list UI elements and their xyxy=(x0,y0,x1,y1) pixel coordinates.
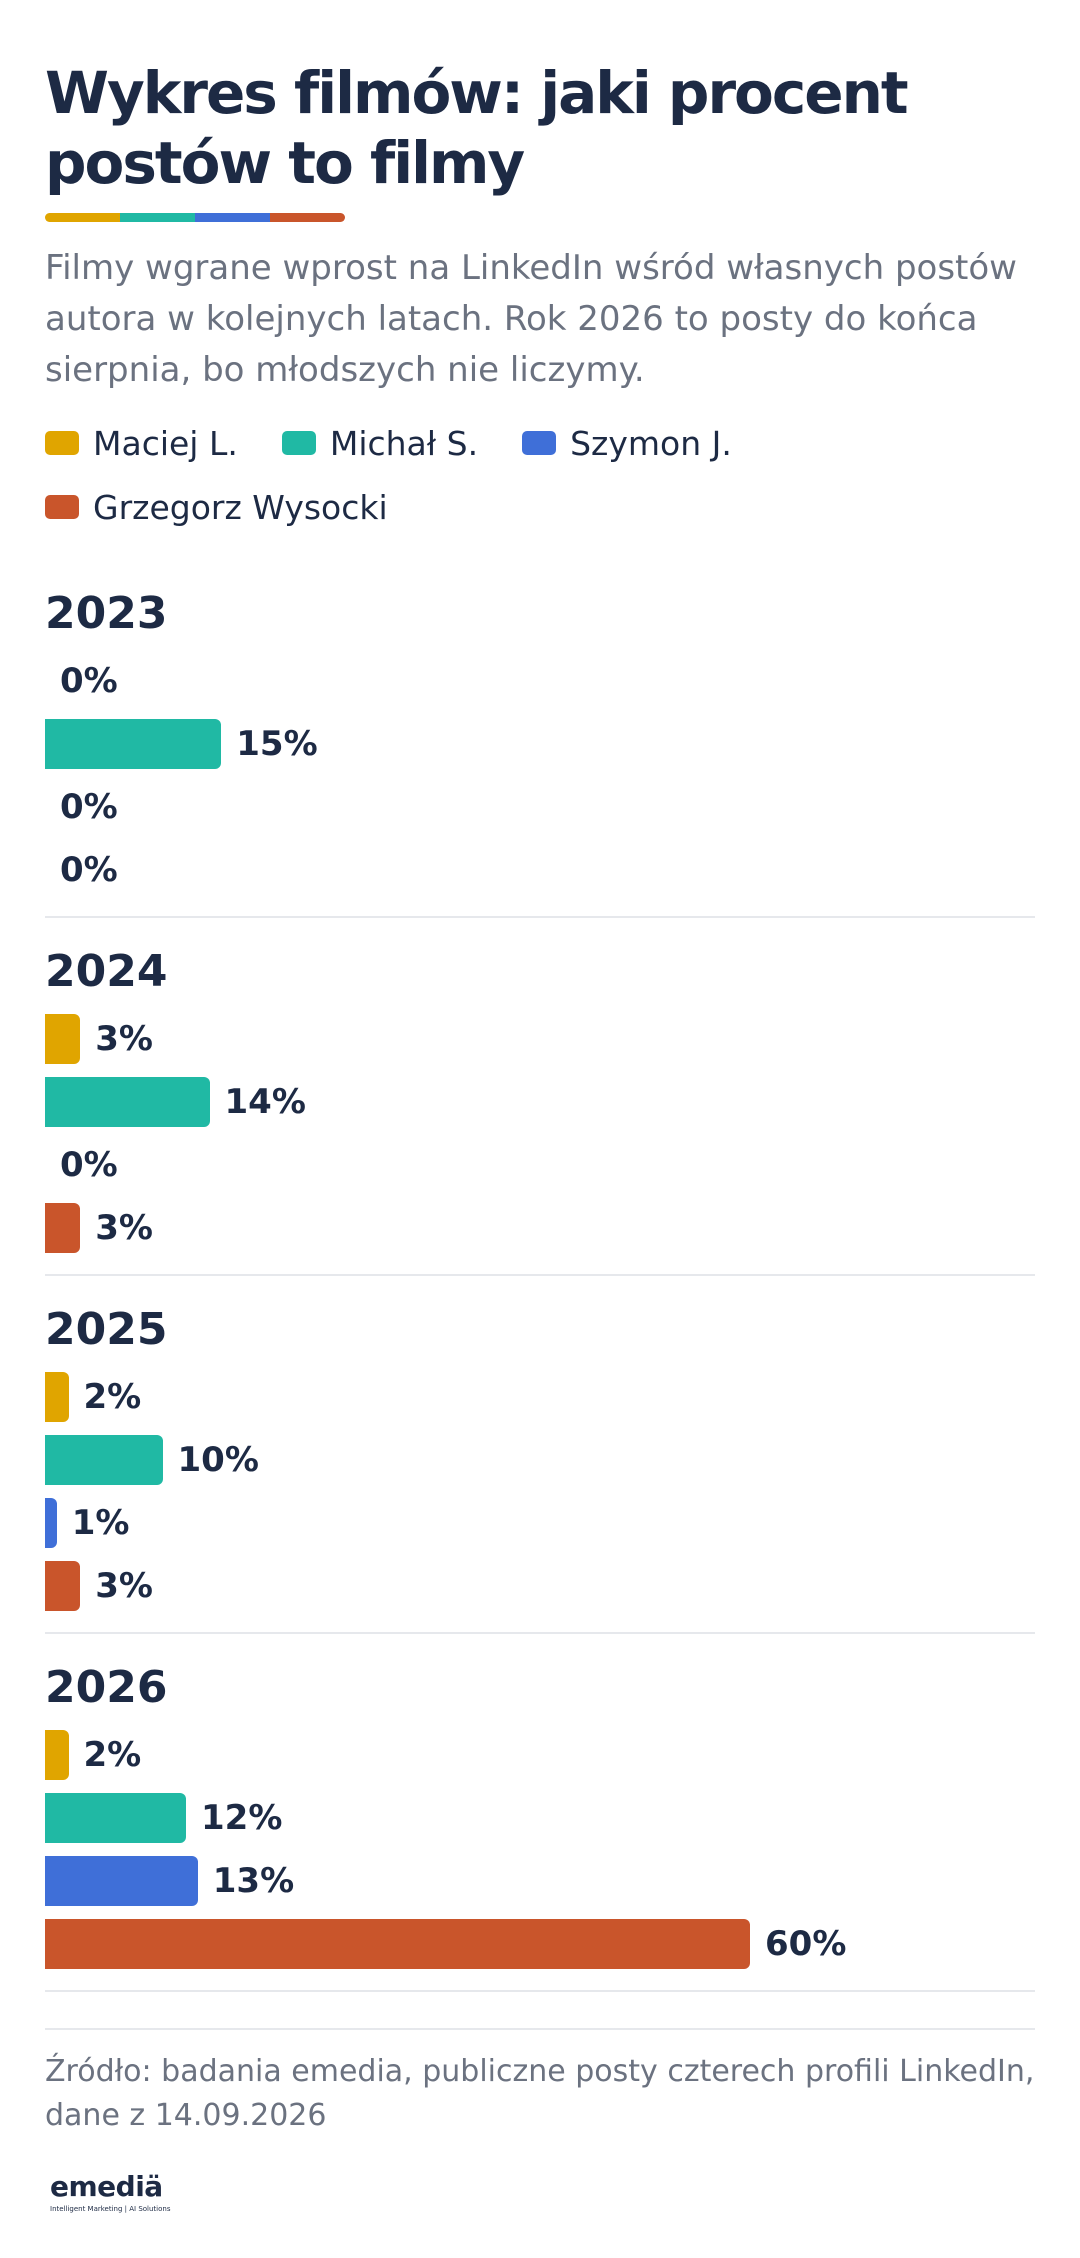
value-label-2024-3: 0% xyxy=(60,1145,118,1185)
chart-title: Wykres filmów: jaki procent postów to fi… xyxy=(45,59,909,197)
bar-chart: 2023 0% 15% 0% 0% 2024 3% 14% 0% 3% 2025 2% 10% 1% 3% 2… xyxy=(45,588,1035,1992)
source-note: Źródło: badania emedia, publiczne posty … xyxy=(45,2054,1035,2133)
year-label-2025: 2025 xyxy=(45,1304,168,1355)
value-label-2024-4: 3% xyxy=(95,1208,153,1248)
legend-swatch xyxy=(522,431,557,455)
title-accent-bar xyxy=(45,213,345,222)
legend-label: Szymon J. xyxy=(570,423,732,463)
year-label-2023: 2023 xyxy=(45,588,168,639)
value-label-2026-3: 13% xyxy=(212,1861,295,1901)
value-label-2024-1: 3% xyxy=(95,1019,153,1059)
year-label-2024: 2024 xyxy=(45,946,168,997)
group-divider xyxy=(45,1990,1035,1992)
accent-segment-4 xyxy=(270,213,345,222)
bar-2026-1 xyxy=(45,1730,69,1780)
legend-item-maciej: Maciej L. xyxy=(45,423,238,463)
accent-segment-2 xyxy=(120,213,195,222)
bar-2026-2 xyxy=(45,1793,186,1843)
bar-2026-3 xyxy=(45,1856,198,1906)
value-label-2026-1: 2% xyxy=(83,1735,142,1775)
legend-label: Michał S. xyxy=(329,423,479,463)
accent-segment-1 xyxy=(45,213,120,222)
value-label-2025-1: 2% xyxy=(83,1377,142,1417)
legend-item-grzegorz: Grzegorz Wysocki xyxy=(45,487,388,527)
accent-segment-3 xyxy=(195,213,270,222)
group-divider xyxy=(45,1632,1035,1634)
value-label-2023-2: 15% xyxy=(236,724,318,764)
value-label-2025-3: 1% xyxy=(71,1503,130,1543)
bar-2023-2 xyxy=(45,719,222,769)
value-label-2026-2: 12% xyxy=(201,1798,283,1838)
legend-label: Grzegorz Wysocki xyxy=(93,487,388,527)
legend-item-szymon: Szymon J. xyxy=(522,423,732,463)
value-label-2025-4: 3% xyxy=(95,1566,153,1606)
bar-2025-1 xyxy=(45,1372,69,1422)
legend-swatch xyxy=(45,495,79,519)
bar-2024-4 xyxy=(45,1203,81,1253)
logo-tagline: Intelligent Marketing | AI Solutions xyxy=(50,2205,171,2213)
footer-divider xyxy=(45,2028,1035,2030)
logo-wordmark: emediä xyxy=(50,2170,163,2203)
value-label-2023-1: 0% xyxy=(60,661,118,701)
value-label-2026-4: 60% xyxy=(765,1924,847,1964)
legend: Maciej L. Michał S. Szymon J. Grzegorz W… xyxy=(45,423,1035,527)
bar-2025-3 xyxy=(45,1498,57,1548)
bar-2025-4 xyxy=(45,1561,81,1611)
bar-2024-2 xyxy=(45,1077,210,1127)
value-label-2023-3: 0% xyxy=(60,787,118,827)
bar-2024-1 xyxy=(45,1014,81,1064)
year-label-2026: 2026 xyxy=(45,1662,168,1713)
legend-swatch xyxy=(45,431,79,455)
value-label-2023-4: 0% xyxy=(60,850,118,890)
value-label-2024-2: 14% xyxy=(224,1082,306,1122)
chart-subtitle: Filmy wgrane wprost na LinkedIn wśród wł… xyxy=(45,248,1017,390)
legend-swatch xyxy=(281,431,316,455)
legend-label: Maciej L. xyxy=(93,423,238,463)
bar-2026-4 xyxy=(45,1919,750,1969)
group-divider xyxy=(45,1274,1035,1276)
emedia-logo: emediä Intelligent Marketing | AI Soluti… xyxy=(50,2170,170,2213)
value-label-2025-2: 10% xyxy=(177,1440,259,1480)
legend-item-michal: Michał S. xyxy=(281,423,479,463)
bar-2025-2 xyxy=(45,1435,163,1485)
group-divider xyxy=(45,916,1035,918)
